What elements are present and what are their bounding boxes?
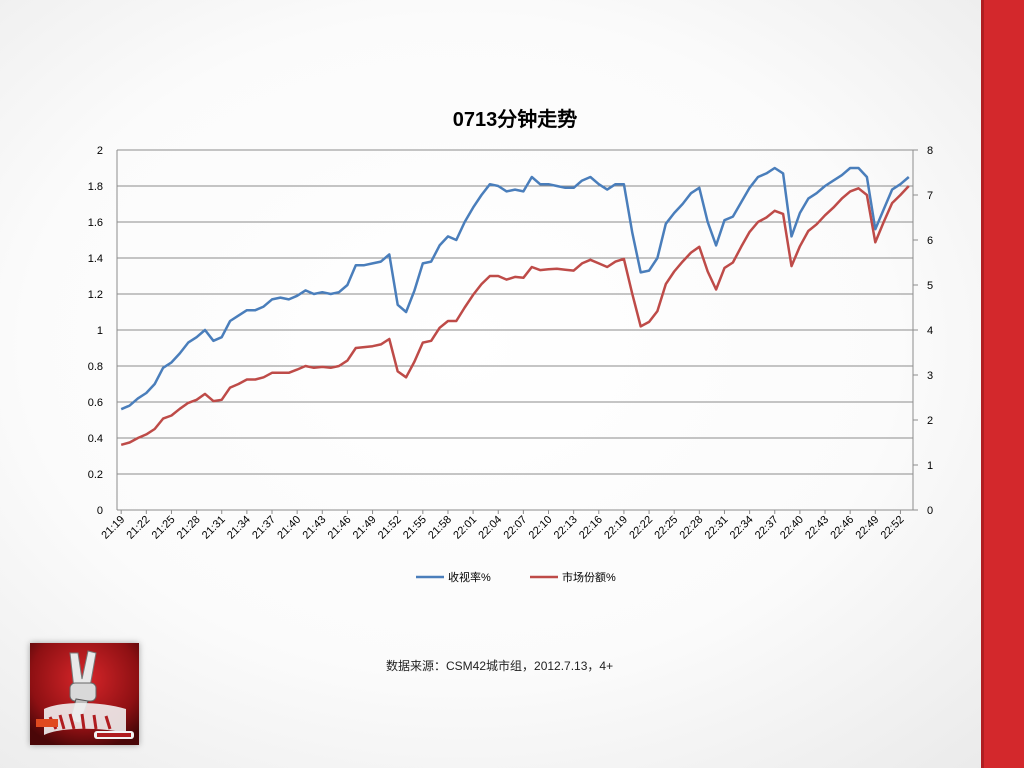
y-right-tick-label: 0 [927,505,933,517]
side-bar-edge [981,0,984,768]
x-tick-label: 21:46 [326,514,354,542]
x-tick-label: 22:43 [803,514,831,542]
x-tick-label: 22:07 [502,514,530,542]
x-tick-label: 22:22 [627,514,655,542]
y-left-tick-label: 0.8 [88,361,103,373]
y-left-tick-label: 1 [97,325,103,337]
x-tick-label: 22:01 [451,514,479,542]
y-right-tick-label: 5 [927,280,933,292]
x-tick-label: 22:37 [753,514,781,542]
x-tick-label: 22:40 [778,514,806,542]
x-tick-label: 22:13 [552,514,580,542]
y-left-tick-label: 1.4 [88,253,103,265]
x-tick-label: 22:34 [728,514,756,542]
y-right-tick-label: 2 [927,415,933,427]
x-tick-label: 21:28 [175,514,203,542]
y-left-tick-label: 2 [97,145,103,157]
x-tick-label: 21:34 [225,514,253,542]
chart-title: 0713分钟走势 [453,107,578,131]
x-tick-label: 22:49 [853,514,881,542]
voice-of-china-logo-icon [30,643,139,745]
legend-label-2: 市场份额% [562,570,616,584]
x-tick-label: 22:52 [879,514,907,542]
x-tick-label: 21:25 [150,514,178,542]
x-tick-label: 22:28 [678,514,706,542]
y-right-tick-label: 4 [927,325,933,337]
y-right-tick-label: 7 [927,190,933,202]
x-tick-label: 21:19 [99,514,127,542]
x-tick-label: 21:22 [124,514,152,542]
x-tick-label: 22:10 [527,514,555,542]
y-right-tick-label: 1 [927,460,933,472]
x-tick-label: 21:58 [426,514,454,542]
legend-label-1: 收视率% [448,570,491,584]
x-tick-label: 22:04 [476,514,504,542]
y-left-tick-label: 1.8 [88,181,103,193]
y-left-tick-label: 0 [97,505,103,517]
y-left-tick-label: 0.4 [88,433,103,445]
x-tick-label: 22:25 [652,514,680,542]
y-left-tick-label: 1.2 [88,289,103,301]
y-right-tick-label: 3 [927,370,933,382]
x-tick-label: 21:55 [401,514,429,542]
x-tick-label: 22:46 [828,514,856,542]
x-tick-label: 21:43 [300,514,328,542]
x-tick-label: 21:31 [200,514,228,542]
y-right-tick-label: 6 [927,235,933,247]
y-left-tick-label: 1.6 [88,217,103,229]
series-line-1 [120,166,910,411]
x-tick-label: 21:37 [250,514,278,542]
series-line-2 [120,185,910,447]
x-tick-label: 21:49 [351,514,379,542]
y-right-tick-label: 8 [927,145,933,157]
y-left-tick-label: 0.6 [88,397,103,409]
x-tick-label: 21:40 [275,514,303,542]
side-red-bar [984,0,1024,768]
x-tick-label: 21:52 [376,514,404,542]
x-tick-label: 22:16 [577,514,605,542]
y-left-tick-label: 0.2 [88,469,103,481]
data-source-note: 数据来源：CSM42城市组，2012.7.13，4+ [386,659,614,673]
x-tick-label: 22:31 [703,514,731,542]
x-tick-label: 22:19 [602,514,630,542]
